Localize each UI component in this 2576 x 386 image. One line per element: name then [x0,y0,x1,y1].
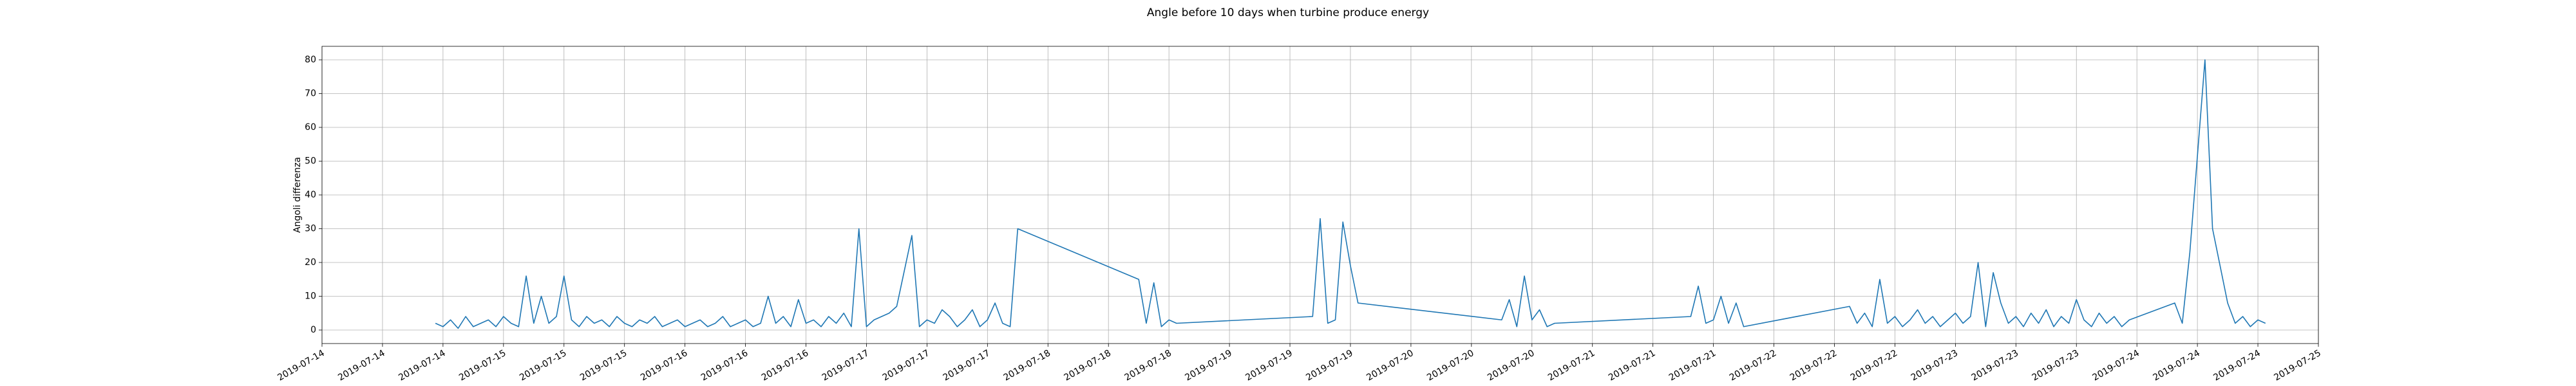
y-tick-label: 40 [305,190,316,200]
x-tick-label: 2019-07-21 [1667,348,1718,383]
x-tick-label: 2019-07-16 [639,348,690,383]
x-tick-label: 2019-07-24 [2151,348,2202,383]
y-tick-label: 50 [305,156,316,167]
x-tick-label: 2019-07-17 [881,348,931,383]
x-tick-label: 2019-07-18 [1122,348,1173,383]
y-tick-label: 60 [305,122,316,133]
x-tick-label: 2019-07-17 [820,348,871,383]
data-line [435,59,2266,329]
x-tick-label: 2019-07-20 [1486,348,1536,383]
x-tick-label: 2019-07-14 [276,348,327,383]
x-tick-label: 2019-07-20 [1365,348,1415,383]
y-tick-label: 80 [305,55,316,65]
x-tick-label: 2019-07-20 [1425,348,1475,383]
x-tick-label: 2019-07-21 [1607,348,1657,383]
y-tick-label: 0 [310,325,316,335]
x-tick-label: 2019-07-22 [1788,348,1839,383]
x-tick-label: 2019-07-23 [1909,348,1960,383]
plot-frame [321,46,2319,344]
x-tick-label: 2019-07-17 [942,348,992,383]
x-tick-label: 2019-07-22 [1728,348,1778,383]
x-tick-label: 2019-07-16 [760,348,811,383]
x-tick-label: 2019-07-14 [336,348,387,383]
x-tick-label: 2019-07-22 [1849,348,1899,383]
x-tick-label: 2019-07-19 [1183,348,1233,383]
y-axis-label: Angoli differenza [292,157,303,233]
x-tick-label: 2019-07-15 [518,348,568,383]
x-tick-label: 2019-07-19 [1244,348,1294,383]
x-tick-label: 2019-07-24 [2091,348,2142,383]
x-tick-label: 2019-07-19 [1304,348,1354,383]
x-tick-label: 2019-07-23 [1970,348,2020,383]
x-tick-label: 2019-07-23 [2031,348,2081,383]
y-tick-label: 10 [305,291,316,302]
chart-title: Angle before 10 days when turbine produc… [1147,6,1429,19]
x-tick-label: 2019-07-18 [1063,348,1113,383]
x-tick-label: 2019-07-25 [2272,348,2322,383]
x-tick-label: 2019-07-14 [397,348,448,383]
x-tick-label: 2019-07-24 [2211,348,2262,383]
x-tick-label: 2019-07-15 [457,348,507,383]
x-tick-label: 2019-07-15 [578,348,629,383]
y-tick-label: 20 [305,257,316,268]
x-tick-label: 2019-07-21 [1546,348,1596,383]
x-tick-label: 2019-07-16 [699,348,750,383]
x-tick-label: 2019-07-18 [1002,348,1052,383]
y-tick-label: 70 [305,89,316,99]
y-tick-label: 30 [305,224,316,234]
